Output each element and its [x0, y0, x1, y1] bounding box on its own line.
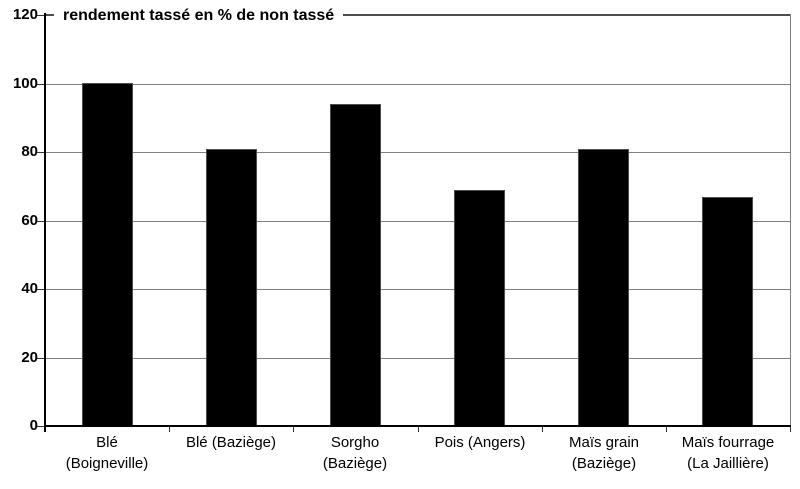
x-category-label: Maïs fourrage (La Jaillière) — [681, 434, 775, 472]
y-axis-tick-label: 80 — [21, 143, 38, 160]
gridline — [45, 221, 791, 222]
y-axis-tick — [37, 358, 45, 359]
y-axis-tick-label: 20 — [21, 349, 38, 366]
x-category-label: Pois (Angers) — [434, 434, 526, 451]
gridline — [45, 152, 791, 153]
y-axis-tick — [37, 152, 45, 153]
y-axis-tick-label: 120 — [12, 6, 38, 23]
y-axis-tick — [37, 84, 45, 85]
y-axis-tick — [37, 221, 45, 222]
x-axis-tick — [418, 426, 419, 432]
y-axis-tick — [37, 15, 45, 16]
gridline-top — [45, 14, 791, 16]
y-axis-tick — [37, 289, 45, 290]
bar-3 — [330, 104, 381, 426]
bar-2 — [206, 149, 257, 426]
x-category-label: Maïs grain (Baziège) — [568, 434, 640, 472]
bar-5 — [578, 149, 629, 426]
x-category-label: Blé (Baziège) — [185, 434, 277, 451]
chart-title: rendement tassé en % de non tassé — [54, 3, 344, 29]
x-axis-tick — [542, 426, 543, 432]
gridline — [45, 289, 791, 290]
x-category-label: Sorgho (Baziège) — [322, 434, 388, 472]
y-axis-tick — [37, 426, 45, 427]
y-axis-tick-label: 100 — [12, 75, 38, 92]
gridline — [45, 358, 791, 359]
x-axis-tick — [790, 426, 791, 432]
plot-right-border — [790, 14, 791, 426]
y-axis-tick-label: 60 — [21, 212, 38, 229]
bar-6 — [702, 197, 753, 426]
gridline — [45, 84, 791, 85]
bar-4 — [454, 190, 505, 426]
y-axis-tick-label: 40 — [21, 280, 38, 297]
x-category-label: Blé (Boigneville) — [65, 434, 149, 472]
y-axis — [44, 13, 46, 432]
x-axis-tick — [169, 426, 170, 432]
x-axis-tick — [293, 426, 294, 432]
y-axis-tick-label: 0 — [29, 417, 38, 434]
bar-1 — [82, 83, 133, 426]
x-axis-tick — [666, 426, 667, 432]
x-axis — [44, 425, 791, 427]
